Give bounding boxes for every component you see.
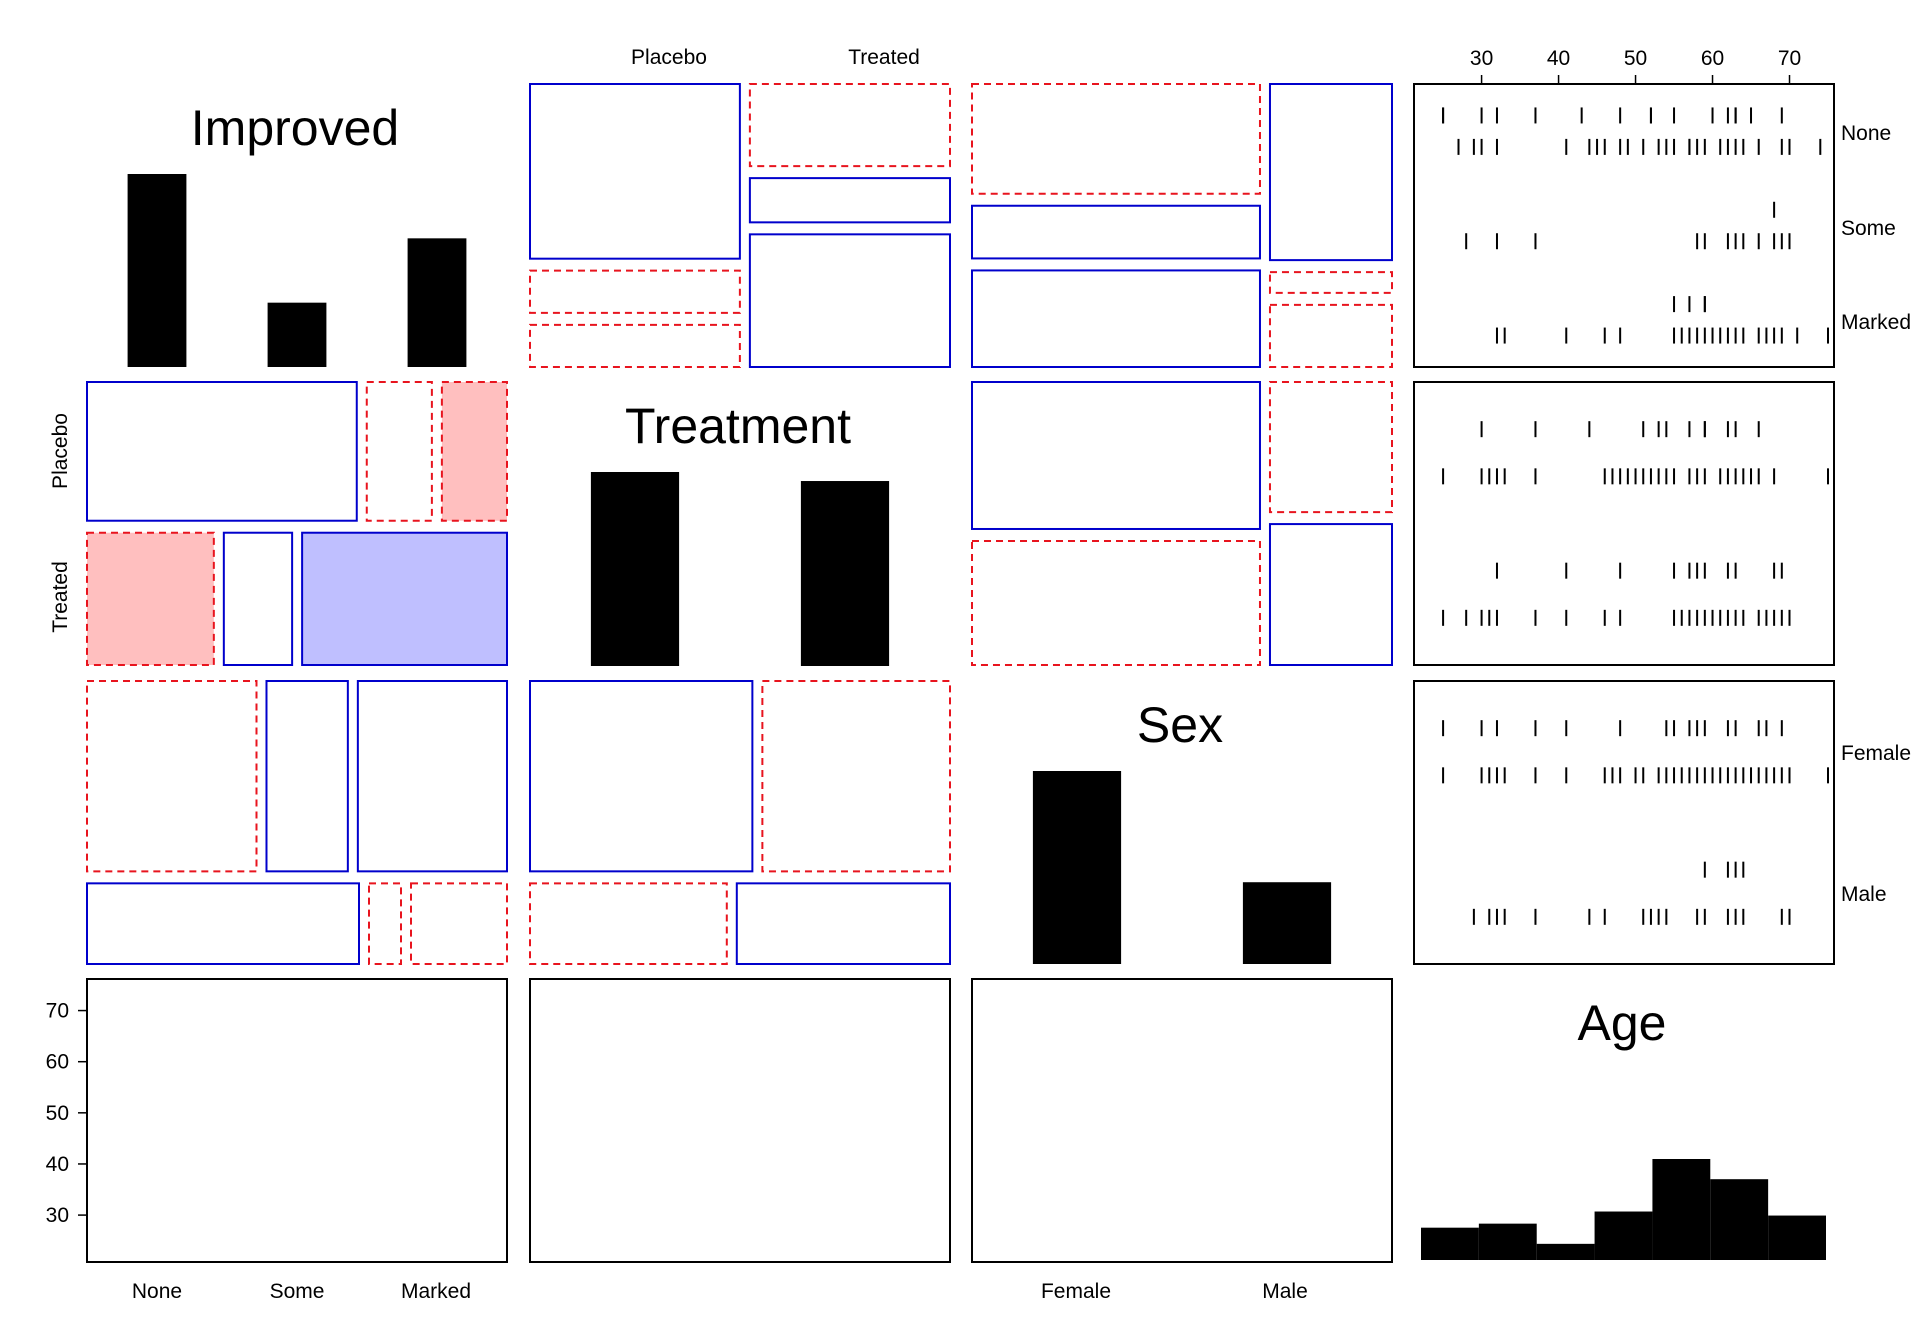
top-label-treated: Treated — [848, 46, 920, 69]
bar-improved-1 — [267, 302, 327, 367]
right-label-some: Some — [1841, 217, 1896, 240]
mosaic-tile-treatment-improved-0-0 — [86, 381, 358, 522]
panel-age-treatment — [1413, 381, 1835, 666]
hist-bar-3 — [1594, 1211, 1653, 1260]
left-label-treated: Treated — [49, 561, 72, 633]
mosaic-tile-improved-sex-1-0 — [971, 204, 1261, 260]
right-label-none: None — [1841, 122, 1891, 145]
hist-bar-6 — [1768, 1215, 1826, 1260]
hist-bar-4 — [1652, 1159, 1711, 1260]
mosaic-tile-treatment-improved-1-0 — [86, 531, 215, 666]
mosaic-tile-sex-improved-0-1 — [265, 680, 349, 873]
mosaic-tile-improved-sex-1-1 — [1268, 271, 1394, 294]
left-age-tick-label-2: 50 — [46, 1102, 69, 1125]
mosaic-tile-improved-sex-0-1 — [1268, 83, 1394, 262]
right-label-marked: Marked — [1841, 311, 1911, 334]
panel-improved-age — [86, 978, 508, 1263]
mosaic-tile-treatment-sex-1-0 — [971, 539, 1261, 666]
mosaic-tile-improved-sex-2-1 — [1268, 303, 1394, 368]
right-label-male: Male — [1841, 883, 1887, 906]
diag-label-treatment: Treatment — [625, 398, 851, 454]
mosaic-tile-sex-treatment-1-1 — [735, 882, 951, 965]
mosaic-tile-improved-treatment-1-1 — [748, 177, 952, 224]
diag-label-age: Age — [1578, 995, 1667, 1051]
top-age-tick-label-0: 30 — [1470, 47, 1493, 70]
mosaic-tile-treatment-improved-1-2 — [301, 531, 508, 666]
mosaic-tile-sex-treatment-0-1 — [761, 680, 951, 873]
left-label-placebo: Placebo — [49, 413, 72, 489]
mosaic-tile-improved-treatment-1-0 — [529, 269, 741, 314]
mosaic-tile-improved-sex-2-0 — [971, 269, 1261, 369]
panel-age-improved — [1413, 83, 1835, 368]
mosaic-tile-sex-treatment-0-0 — [529, 680, 754, 873]
bottom-label-marked: Marked — [401, 1280, 471, 1303]
bottom-label-female: Female — [1041, 1280, 1111, 1303]
left-age-tick-label-4: 70 — [46, 1000, 69, 1023]
top-age-tick-label-3: 60 — [1701, 47, 1724, 70]
mosaic-tile-improved-treatment-0-1 — [748, 83, 952, 168]
bar-treatment-1 — [800, 481, 890, 666]
hist-bar-1 — [1478, 1223, 1537, 1260]
mosaic-tile-sex-improved-0-0 — [86, 680, 258, 873]
left-age-tick-label-3: 60 — [46, 1051, 69, 1074]
bar-improved-2 — [407, 238, 467, 367]
top-age-tick-label-4: 70 — [1778, 47, 1801, 70]
left-age-tick-label-1: 40 — [46, 1153, 69, 1176]
bottom-label-male: Male — [1262, 1280, 1308, 1303]
mosaic-tile-treatment-sex-0-1 — [1268, 381, 1394, 514]
top-age-tick-label-2: 50 — [1624, 47, 1647, 70]
mosaic-tile-improved-treatment-2-0 — [529, 323, 741, 369]
mosaic-tile-treatment-sex-0-0 — [971, 381, 1261, 530]
bar-sex-1 — [1242, 882, 1332, 964]
mosaic-tile-improved-treatment-2-1 — [748, 233, 952, 368]
mosaic-tile-treatment-improved-0-2 — [440, 381, 509, 522]
mosaic-tile-improved-sex-0-0 — [971, 83, 1261, 195]
diag-label-sex: Sex — [1137, 697, 1223, 753]
bar-treatment-0 — [590, 472, 680, 666]
hist-bar-0 — [1421, 1227, 1479, 1260]
diag-label-improved: Improved — [191, 100, 399, 156]
panel-age-sex — [1413, 680, 1835, 965]
bottom-label-none: None — [132, 1280, 182, 1303]
hist-bar-5 — [1710, 1179, 1769, 1260]
bar-sex-0 — [1032, 771, 1122, 964]
mosaic-tile-treatment-improved-1-1 — [222, 531, 294, 666]
right-label-female: Female — [1841, 742, 1911, 765]
mosaic-tile-sex-improved-1-2 — [410, 882, 508, 965]
panel-treatment-age — [529, 978, 951, 1263]
mosaic-tile-treatment-improved-0-1 — [365, 381, 433, 522]
bottom-label-some: Some — [270, 1280, 325, 1303]
hist-bar-2 — [1536, 1243, 1595, 1260]
mosaic-tile-treatment-sex-1-1 — [1268, 523, 1394, 667]
mosaic-tile-sex-improved-0-2 — [356, 680, 508, 873]
top-age-tick-label-1: 40 — [1547, 47, 1570, 70]
mosaic-tile-improved-treatment-0-0 — [529, 83, 741, 260]
mosaic-tile-sex-treatment-1-0 — [529, 882, 728, 965]
top-label-placebo: Placebo — [631, 46, 707, 69]
mosaic-tile-sex-improved-1-0 — [86, 882, 360, 965]
bar-improved-0 — [127, 174, 187, 367]
left-age-tick-label-0: 30 — [46, 1204, 69, 1227]
mosaic-tile-sex-improved-1-1 — [368, 882, 402, 965]
panel-sex-age — [971, 978, 1393, 1263]
